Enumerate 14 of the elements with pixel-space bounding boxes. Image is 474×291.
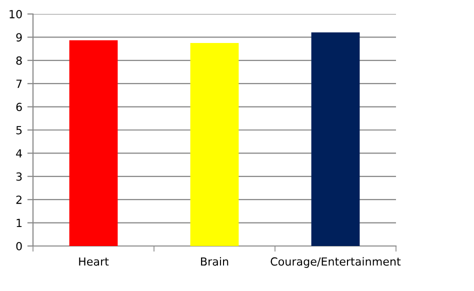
y-tick-label: 7 xyxy=(16,80,22,88)
y-tick-label: 6 xyxy=(16,102,22,112)
y-tick-label: 0 xyxy=(16,242,22,250)
x-tick-label: Brain xyxy=(201,257,228,266)
y-tick-label: 5 xyxy=(16,126,22,134)
y-tick-label: 9 xyxy=(16,33,22,42)
y-tick-label: 3 xyxy=(16,172,22,181)
y-tick-label: 2 xyxy=(16,196,22,204)
x-tick-label: Courage/Entertainment xyxy=(270,257,401,268)
x-tick-label: Heart xyxy=(79,257,109,266)
y-tick-label: 10 xyxy=(10,10,22,18)
y-tick-label: 1 xyxy=(16,218,22,228)
y-tick-label: 8 xyxy=(16,56,22,65)
y-tick-label: 4 xyxy=(16,149,22,158)
